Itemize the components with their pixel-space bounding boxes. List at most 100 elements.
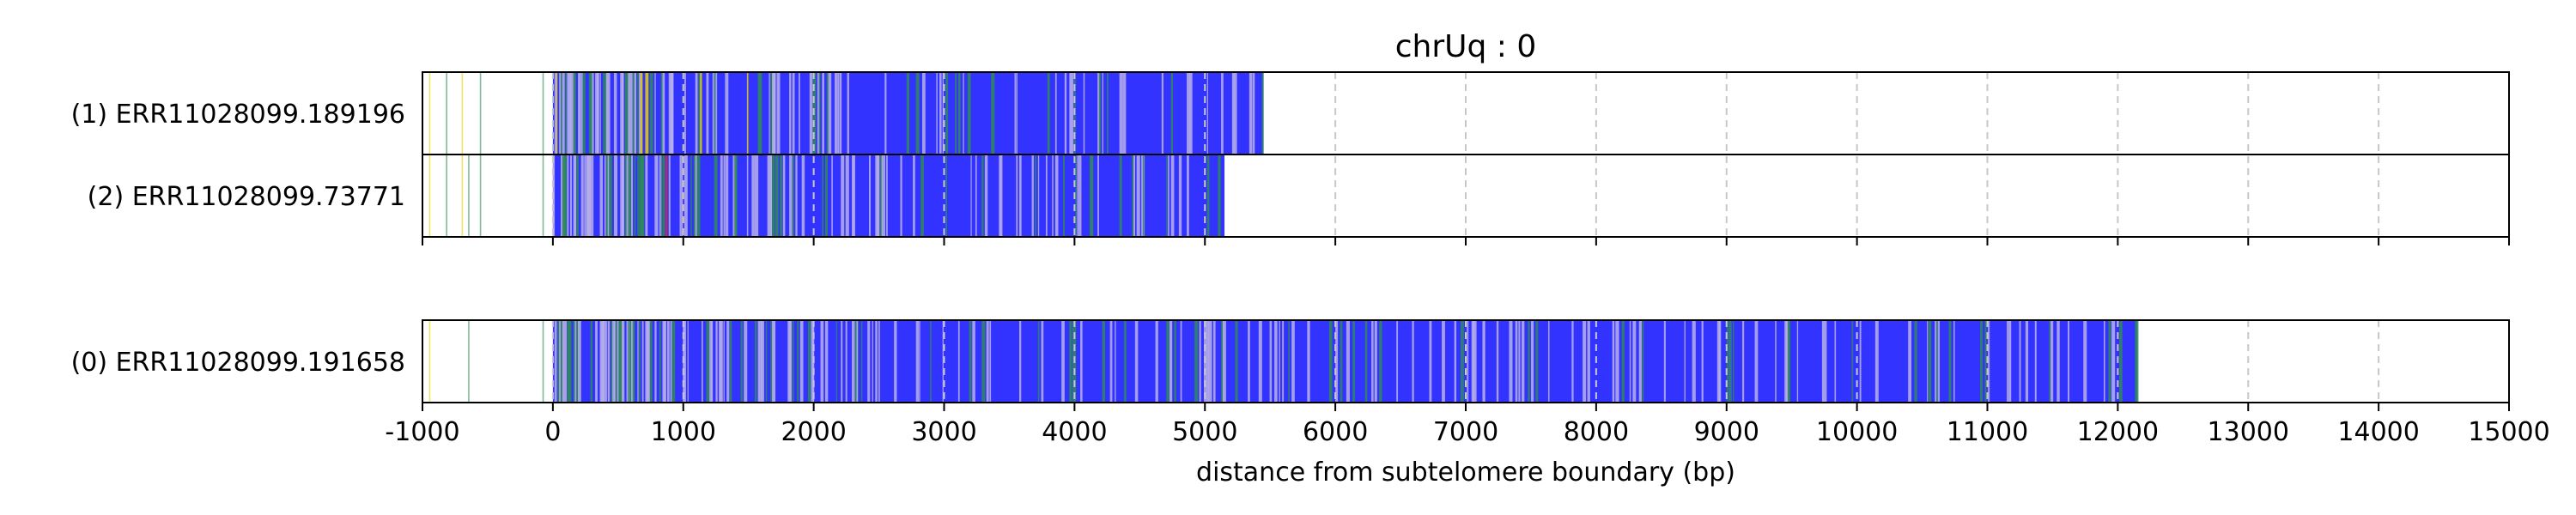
variant-mark bbox=[712, 72, 716, 154]
variant-mark bbox=[759, 320, 762, 403]
variant-mark bbox=[719, 320, 722, 403]
variant-mark bbox=[1168, 154, 1170, 237]
variant-mark bbox=[1186, 154, 1189, 237]
variant-mark bbox=[801, 154, 805, 237]
variant-mark bbox=[714, 72, 716, 154]
variant-mark bbox=[725, 72, 729, 154]
x-tick-label: 14000 bbox=[2337, 417, 2419, 447]
variant-mark bbox=[723, 154, 726, 237]
variant-mark bbox=[584, 154, 586, 237]
variant-mark bbox=[744, 320, 748, 403]
variant-mark bbox=[945, 72, 949, 154]
variant-mark bbox=[1178, 154, 1182, 237]
variant-mark bbox=[645, 72, 649, 154]
variant-mark bbox=[428, 154, 431, 237]
variant-mark bbox=[659, 320, 661, 403]
variant-mark bbox=[578, 72, 581, 154]
variant-mark bbox=[1016, 154, 1018, 237]
variant-mark bbox=[607, 320, 611, 403]
variant-mark bbox=[632, 320, 635, 403]
variant-mark bbox=[1346, 320, 1350, 403]
variant-mark bbox=[1496, 320, 1499, 403]
variant-mark bbox=[698, 72, 701, 154]
variant-mark bbox=[562, 320, 565, 403]
variant-mark bbox=[573, 154, 576, 237]
variant-mark bbox=[789, 154, 793, 237]
variant-mark bbox=[754, 154, 759, 237]
variant-mark bbox=[1442, 320, 1445, 403]
telomere-repeat-block bbox=[552, 154, 1225, 237]
variant-mark bbox=[624, 154, 627, 237]
variant-mark bbox=[2108, 320, 2111, 403]
read-groups: (1) ERR11028099.189196 (2) ERR11028099.73… bbox=[71, 71, 2510, 411]
variant-mark bbox=[615, 320, 617, 403]
variant-mark bbox=[634, 154, 636, 237]
variant-mark bbox=[1122, 72, 1127, 154]
variant-mark bbox=[1035, 154, 1036, 237]
variant-mark bbox=[1467, 320, 1469, 403]
variant-mark bbox=[1307, 320, 1309, 403]
variant-mark bbox=[693, 154, 697, 237]
variant-mark bbox=[664, 320, 666, 403]
variant-mark bbox=[957, 72, 961, 154]
variant-mark bbox=[826, 72, 830, 154]
variant-mark bbox=[746, 154, 749, 237]
variant-mark bbox=[590, 72, 592, 154]
variant-mark bbox=[845, 154, 849, 237]
variant-mark bbox=[792, 72, 795, 154]
variant-mark bbox=[590, 320, 592, 403]
variant-mark bbox=[1692, 320, 1696, 403]
x-tick-label: 13000 bbox=[2208, 417, 2289, 447]
x-axis-label: distance from subtelomere boundary (bp) bbox=[1196, 457, 1735, 488]
variant-mark bbox=[428, 72, 431, 154]
variant-mark bbox=[1071, 72, 1074, 154]
variant-mark bbox=[886, 154, 888, 237]
variant-mark bbox=[732, 154, 736, 237]
variant-mark bbox=[622, 320, 625, 403]
variant-mark bbox=[867, 320, 871, 403]
variant-mark bbox=[607, 72, 611, 154]
variant-mark bbox=[1935, 320, 1938, 403]
variant-mark bbox=[2049, 320, 2050, 403]
variant-mark bbox=[554, 72, 558, 154]
variant-mark bbox=[939, 72, 942, 154]
x-tick-label: 7000 bbox=[1433, 417, 1498, 447]
variant-mark bbox=[1107, 72, 1109, 154]
variant-mark bbox=[765, 320, 768, 403]
variant-mark bbox=[967, 72, 971, 154]
variant-mark bbox=[1218, 154, 1221, 237]
read-label: (1) ERR11028099.189196 bbox=[71, 100, 405, 130]
variant-mark bbox=[1258, 320, 1262, 403]
variant-mark bbox=[569, 72, 572, 154]
variant-mark bbox=[649, 320, 653, 403]
variant-mark bbox=[1054, 72, 1057, 154]
variant-mark bbox=[567, 72, 570, 154]
variant-mark bbox=[809, 72, 813, 154]
variant-mark bbox=[757, 320, 760, 403]
variant-mark bbox=[599, 154, 604, 237]
variant-mark bbox=[2111, 320, 2116, 403]
variant-mark bbox=[1231, 72, 1235, 154]
x-tick-label: 15000 bbox=[2468, 417, 2549, 447]
variant-mark bbox=[797, 320, 799, 403]
variant-mark bbox=[1174, 320, 1176, 403]
variant-mark bbox=[582, 72, 586, 154]
variant-mark bbox=[611, 320, 613, 403]
variant-mark bbox=[2103, 320, 2105, 403]
variant-mark bbox=[628, 154, 631, 237]
variant-mark bbox=[936, 72, 938, 154]
variant-mark bbox=[574, 320, 577, 403]
variant-mark bbox=[559, 320, 562, 403]
variant-mark bbox=[1908, 320, 1912, 403]
variant-mark bbox=[1206, 320, 1210, 403]
variant-mark bbox=[817, 72, 820, 154]
variant-mark bbox=[1235, 320, 1238, 403]
variant-mark bbox=[879, 154, 884, 237]
variant-mark bbox=[1547, 320, 1550, 403]
variant-mark bbox=[1199, 320, 1201, 403]
variant-mark bbox=[573, 320, 575, 403]
variant-mark bbox=[639, 320, 641, 403]
variant-mark bbox=[639, 72, 642, 154]
variant-mark bbox=[679, 154, 682, 237]
variant-mark bbox=[1142, 154, 1145, 237]
